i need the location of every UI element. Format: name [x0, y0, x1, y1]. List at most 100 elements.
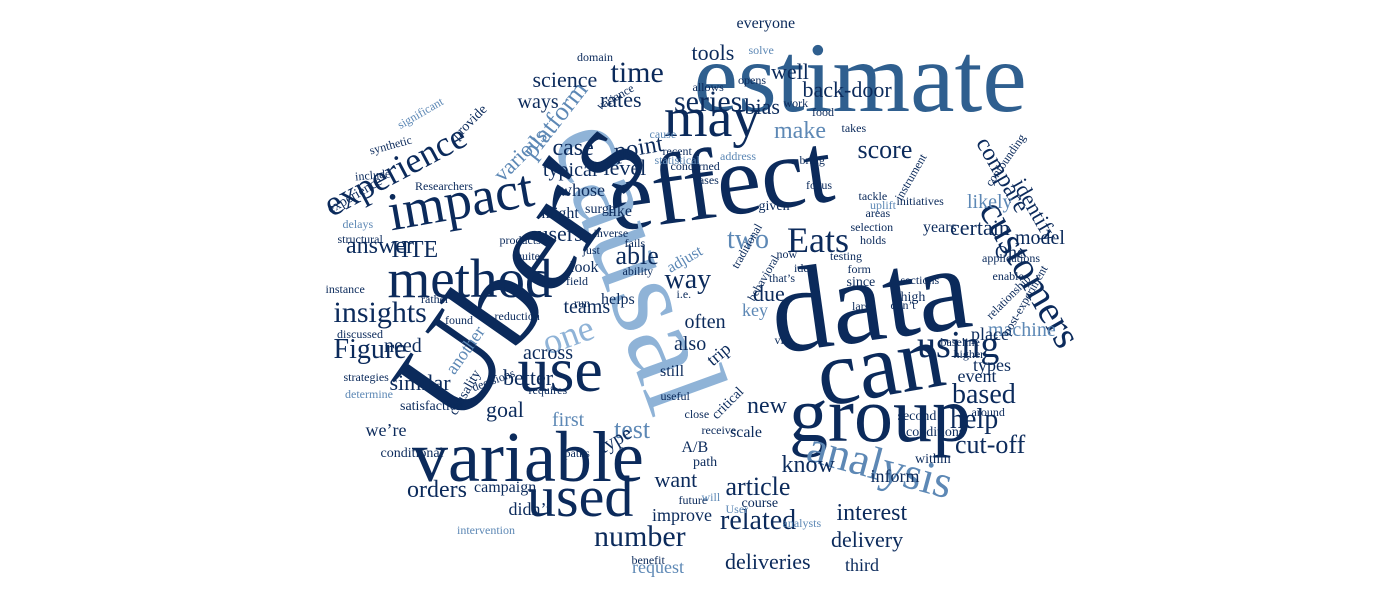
word-strategies: strategies	[343, 370, 389, 384]
word-form: form	[847, 262, 871, 276]
word-intervention: intervention	[457, 523, 515, 537]
word-given: given	[758, 199, 790, 214]
word-uplift: uplift	[870, 198, 896, 212]
word-deliveries: deliveries	[725, 549, 811, 574]
word-like: like	[608, 203, 632, 220]
word-conditional: conditional	[380, 446, 444, 461]
word-work: work	[783, 96, 809, 110]
word-first: first	[552, 409, 585, 431]
word-tools: tools	[691, 40, 735, 65]
word-number: number	[594, 520, 686, 553]
word-via: via	[774, 333, 790, 347]
word-similar: similar	[389, 370, 451, 395]
word-ability: ability	[622, 264, 654, 278]
word-benefit: benefit	[631, 553, 665, 567]
word-using: using	[917, 324, 1000, 366]
word-users: users	[537, 221, 583, 246]
word-time: time	[610, 56, 664, 89]
word-method: method	[387, 247, 553, 309]
word-concerned: concerned	[670, 159, 720, 173]
word-receive: receive	[701, 423, 737, 437]
word-might: might	[541, 205, 579, 222]
word-dont: don’t	[890, 298, 916, 312]
word-typical: typical	[543, 159, 598, 181]
word-model: model	[1015, 227, 1065, 249]
word-selection: selection	[850, 220, 894, 234]
word-opens: opens	[738, 73, 766, 87]
word-delivery: delivery	[831, 527, 904, 552]
word-will: will	[701, 490, 721, 504]
word-based: based	[952, 379, 1016, 410]
word-certain: certain	[950, 215, 1010, 240]
word-also: also	[674, 333, 707, 355]
word-statistical: statistical	[654, 153, 700, 167]
word-want: want	[654, 467, 698, 492]
word-often: often	[684, 311, 726, 333]
word-likely: likely	[967, 191, 1013, 213]
word-didnt: didn’t	[508, 499, 552, 519]
word-now: now	[776, 247, 798, 261]
word-delays: delays	[342, 217, 374, 231]
word-structural: structural	[337, 232, 383, 246]
word-food: food	[812, 105, 834, 119]
word-need: need	[384, 335, 422, 357]
word-able: able	[615, 241, 659, 270]
word-know: know	[781, 452, 835, 478]
word-useful: useful	[660, 389, 690, 403]
word-thats: that’s	[769, 271, 795, 285]
word-rather: rather	[421, 292, 449, 306]
word-bring: bring	[799, 153, 825, 167]
word-types: types	[973, 355, 1011, 375]
word-focus: focus	[806, 178, 832, 192]
word-surge: surge	[585, 202, 616, 217]
word-takes: takes	[841, 121, 867, 135]
word-teams: teams	[563, 296, 611, 318]
word-inform: inform	[870, 466, 920, 486]
word-initiatives: initiatives	[896, 194, 944, 208]
word-satisfaction: satisfaction	[400, 399, 464, 414]
word-improve: improve	[652, 505, 712, 525]
word-ways: ways	[517, 91, 559, 113]
word-insights: insights	[333, 296, 427, 329]
word-enable: enable	[992, 269, 1024, 283]
word-case: case	[552, 135, 594, 161]
word-domain: domain	[577, 50, 613, 64]
word-close: close	[684, 407, 710, 421]
word-test: test	[614, 415, 651, 444]
word-reduction: reduction	[494, 309, 540, 323]
word-were: we’re	[365, 420, 407, 440]
word-found: found	[445, 313, 473, 327]
word-holds: holds	[860, 233, 887, 247]
word-rates: rates	[600, 87, 642, 112]
word-solve: solve	[748, 43, 774, 57]
word-series: series	[674, 85, 743, 118]
word-well: well	[771, 59, 809, 84]
word-user: User	[725, 502, 749, 516]
word-higher: higher	[953, 347, 985, 361]
word-score: score	[857, 135, 913, 164]
word-researchers: Researchers	[415, 179, 473, 193]
word-hte: HTE	[391, 237, 439, 263]
word-quite: quite	[516, 249, 540, 263]
word-high: high	[900, 290, 926, 305]
word-answer: answer	[346, 233, 414, 259]
word-field: field	[566, 274, 588, 288]
word-run: run	[574, 296, 590, 310]
word-use: use	[517, 334, 603, 405]
word-estimate: estimate	[693, 22, 1027, 133]
word-instance: instance	[325, 282, 365, 296]
word-may: may	[664, 87, 761, 149]
word-figure: Figure	[333, 334, 407, 365]
word-helps: helps	[601, 291, 635, 308]
word-key: key	[742, 300, 768, 320]
word-since: since	[846, 275, 876, 290]
word-one2: One	[995, 242, 1025, 262]
word-sections: sections	[900, 273, 940, 287]
word-idea: idea	[794, 261, 814, 275]
word-course: course	[741, 496, 779, 511]
word-include: include	[353, 166, 391, 184]
word-interest: interest	[836, 500, 908, 526]
word-eats: Eats	[787, 220, 849, 260]
word-machine: machine	[988, 319, 1056, 341]
word-related: related	[720, 505, 797, 536]
